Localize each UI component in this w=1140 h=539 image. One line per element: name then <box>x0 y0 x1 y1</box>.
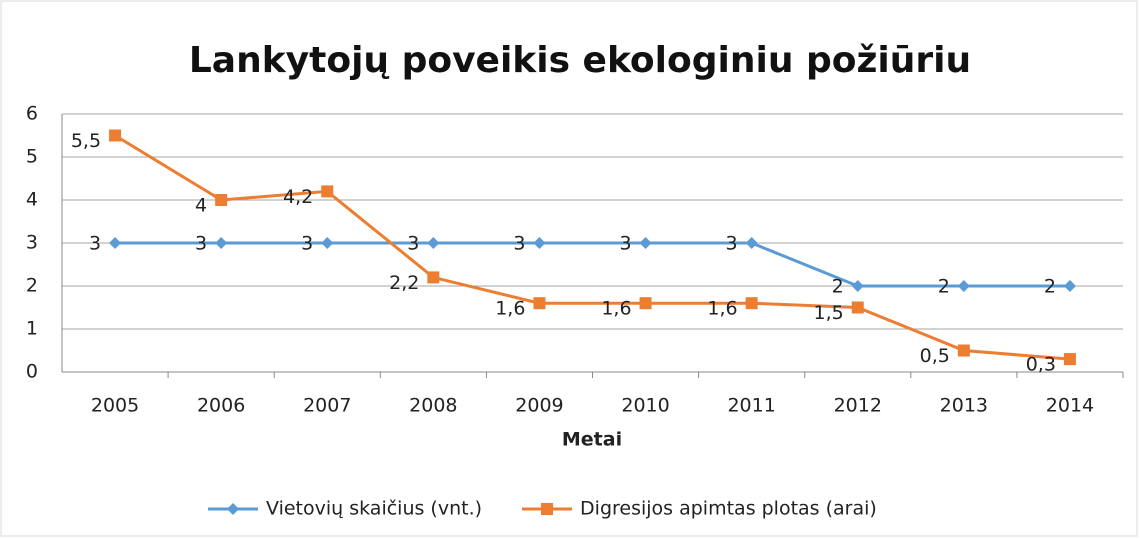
marker <box>321 185 334 198</box>
marker <box>957 280 970 292</box>
marker <box>533 297 546 310</box>
marker <box>639 297 652 310</box>
series-line <box>115 241 1070 288</box>
marker <box>1063 353 1076 366</box>
data-label: 3 <box>726 233 738 255</box>
x-tick-label: 2007 <box>303 395 351 417</box>
data-label: 2 <box>832 276 844 298</box>
data-label: 0,3 <box>1026 354 1056 376</box>
y-tick-label: 5 <box>26 146 38 168</box>
marker <box>427 271 440 284</box>
chart-title: Lankytojų poveikis ekologiniu požiūriu <box>189 40 971 81</box>
data-label: 2,2 <box>389 272 419 294</box>
marker <box>851 301 864 314</box>
marker <box>533 237 546 249</box>
marker <box>851 280 864 292</box>
x-tick-label: 2012 <box>834 395 882 417</box>
x-tick-label: 2006 <box>197 395 245 417</box>
marker <box>227 503 239 515</box>
marker <box>109 237 122 249</box>
y-tick-label: 4 <box>26 189 38 211</box>
data-label: 3 <box>619 233 631 255</box>
y-tick-label: 2 <box>26 275 38 297</box>
marker <box>745 297 758 310</box>
data-label: 2 <box>938 276 950 298</box>
marker <box>427 237 440 249</box>
y-tick-label: 0 <box>26 361 38 383</box>
data-label: 5,5 <box>71 130 101 152</box>
data-label: 3 <box>89 233 101 255</box>
data-label: 1,5 <box>814 302 844 324</box>
marker <box>639 237 652 249</box>
data-label: 3 <box>195 233 207 255</box>
x-tick-label: 2009 <box>515 395 563 417</box>
data-label: 1,6 <box>707 298 737 320</box>
data-label: 1,6 <box>495 298 525 320</box>
marker <box>541 503 554 515</box>
legend-label: Digresijos apimtas plotas (arai) <box>580 498 877 520</box>
x-tick-label: 2014 <box>1046 395 1094 417</box>
y-tick-label: 1 <box>26 318 38 340</box>
data-label: 4 <box>195 195 207 217</box>
x-axis-title: Metai <box>562 429 622 451</box>
data-label: 1,6 <box>601 298 631 320</box>
y-tick-label: 6 <box>26 103 38 125</box>
x-tick-label: 2008 <box>409 395 457 417</box>
data-label: 3 <box>407 233 419 255</box>
marker <box>1063 280 1076 292</box>
marker <box>215 194 228 206</box>
x-tick-label: 2005 <box>91 395 139 417</box>
marker <box>957 344 970 357</box>
series-line <box>114 134 1071 361</box>
x-tick-label: 2011 <box>727 395 775 417</box>
marker <box>745 237 758 249</box>
marker <box>109 129 122 142</box>
data-label: 4,2 <box>283 186 313 208</box>
x-tick-label: 2010 <box>621 395 669 417</box>
y-tick-label: 3 <box>26 232 38 254</box>
marker <box>321 237 334 249</box>
data-label: 3 <box>513 233 525 255</box>
legend-label: Vietovių skaičius (vnt.) <box>266 498 482 520</box>
data-label: 0,5 <box>920 345 950 367</box>
data-label: 2 <box>1044 276 1056 298</box>
marker <box>215 237 228 249</box>
data-label: 3 <box>301 233 313 255</box>
x-tick-label: 2013 <box>940 395 988 417</box>
